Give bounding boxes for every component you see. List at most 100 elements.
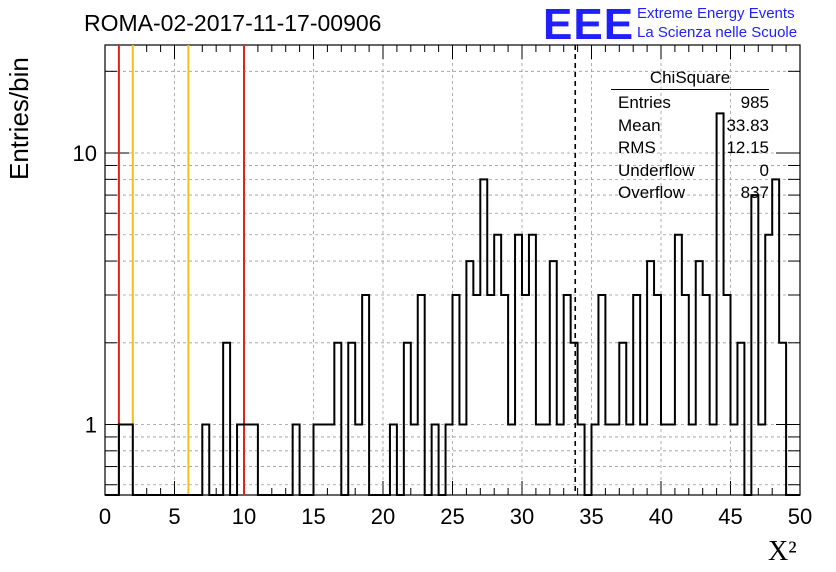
histogram-bin xyxy=(536,425,543,495)
histogram-bin xyxy=(696,261,703,495)
histogram-bin xyxy=(689,425,696,495)
histogram-bin xyxy=(765,235,772,495)
x-tick-label: 40 xyxy=(649,504,673,529)
histogram-bin xyxy=(543,425,550,495)
logo-line-1: Extreme Energy Events xyxy=(637,5,795,22)
histogram-bin xyxy=(598,295,605,495)
histogram-bin xyxy=(487,295,494,495)
histogram-bin xyxy=(314,425,321,495)
histogram-bin xyxy=(571,343,578,495)
histogram-bin xyxy=(418,295,425,495)
x-tick-label: 25 xyxy=(440,504,464,529)
histogram-bin xyxy=(751,195,758,495)
histogram-bin xyxy=(355,425,362,495)
stats-title: ChiSquare xyxy=(611,68,769,90)
chart-title: ROMA-02-2017-11-17-00906 xyxy=(84,10,382,36)
histogram-bin xyxy=(459,425,466,495)
histogram-bin xyxy=(446,425,453,495)
histogram-bin xyxy=(390,425,397,495)
histogram-bin xyxy=(237,425,244,495)
histogram-bin xyxy=(494,235,501,495)
histogram-bin xyxy=(737,343,744,495)
x-tick-label: 15 xyxy=(301,504,325,529)
histogram-outline xyxy=(105,112,800,496)
histogram-bin xyxy=(640,425,647,495)
histogram-bin xyxy=(619,343,626,495)
histogram-bin xyxy=(348,343,355,495)
histogram-bin xyxy=(327,425,334,495)
histogram-bin xyxy=(668,425,675,495)
histogram-bin xyxy=(779,343,786,495)
y-tick-label: 10 xyxy=(73,141,97,166)
stats-value: 837 xyxy=(740,183,769,202)
histogram-bin xyxy=(605,425,612,495)
x-tick-label: 30 xyxy=(510,504,534,529)
histogram-bin xyxy=(508,425,515,495)
histogram-bin xyxy=(661,425,668,495)
histogram-bin xyxy=(710,425,717,495)
histogram-bin xyxy=(453,295,460,495)
stats-label: Overflow xyxy=(618,183,686,202)
histogram-bin xyxy=(758,425,765,495)
histogram-bin xyxy=(731,425,738,495)
histogram-bin xyxy=(362,295,369,495)
histogram-bin xyxy=(251,425,258,495)
histogram-bin xyxy=(515,235,522,495)
histogram-bin xyxy=(654,295,661,495)
stats-row-mean: Mean 33.83 xyxy=(611,115,769,138)
histogram-bin xyxy=(633,295,640,495)
eee-logo: EEE xyxy=(543,0,635,49)
histogram-bin xyxy=(293,425,300,495)
stats-value: 33.83 xyxy=(726,115,769,135)
stats-label: Mean xyxy=(618,115,661,135)
x-tick-label: 0 xyxy=(99,504,111,529)
histogram-bin xyxy=(244,425,251,495)
x-tick-label: 10 xyxy=(232,504,256,529)
stats-row-overflow: Overflow 837 xyxy=(611,182,769,205)
histogram-bin xyxy=(404,343,411,495)
histogram-bin xyxy=(592,425,599,495)
x-axis-label: X² xyxy=(768,536,797,567)
histogram-bin xyxy=(126,425,133,495)
stats-value: 0 xyxy=(759,160,769,180)
x-tick-label: 50 xyxy=(788,504,812,529)
histogram-bin xyxy=(724,295,731,495)
histogram-bin xyxy=(501,295,508,495)
stats-value: 12.15 xyxy=(726,138,769,157)
histogram-bin xyxy=(480,179,487,495)
logo-line-2: La Scienza nelle Scuole xyxy=(637,24,798,41)
histogram-bin xyxy=(119,425,126,495)
y-tick-label: 1 xyxy=(85,413,97,438)
histogram-bin xyxy=(411,425,418,495)
x-tick-label: 45 xyxy=(718,504,742,529)
stats-label: RMS xyxy=(618,138,656,157)
histogram-bin xyxy=(473,295,480,495)
stats-row-underflow: Underflow 0 xyxy=(611,160,769,183)
histogram-bin xyxy=(578,425,585,495)
stats-row-entries: Entries 985 xyxy=(611,92,769,115)
x-tick-label: 5 xyxy=(168,504,180,529)
histogram-bin xyxy=(223,343,230,495)
histogram-bin xyxy=(432,425,439,495)
histogram-bin xyxy=(202,425,209,495)
histogram-bin xyxy=(522,295,529,495)
histogram-bin xyxy=(647,261,654,495)
stats-label: Underflow xyxy=(618,160,695,180)
histogram-bin xyxy=(466,261,473,495)
stats-row-rms: RMS 12.15 xyxy=(611,137,769,160)
histogram-bin xyxy=(612,425,619,495)
stats-value: 985 xyxy=(740,93,769,112)
histogram-bin xyxy=(703,295,710,495)
x-tick-label: 20 xyxy=(371,504,395,529)
histogram-bin xyxy=(564,295,571,495)
histogram-bin xyxy=(772,179,779,495)
histogram-bin xyxy=(557,425,564,495)
histogram-bin xyxy=(626,425,633,495)
histogram-bin xyxy=(682,295,689,495)
histogram-bin xyxy=(550,261,557,495)
y-axis-label: Entries/bin xyxy=(4,57,34,180)
histogram-bin xyxy=(529,235,536,495)
stats-label: Entries xyxy=(618,93,671,112)
stats-box: ChiSquare Entries 985 Mean 33.83 RMS 12.… xyxy=(611,68,769,205)
